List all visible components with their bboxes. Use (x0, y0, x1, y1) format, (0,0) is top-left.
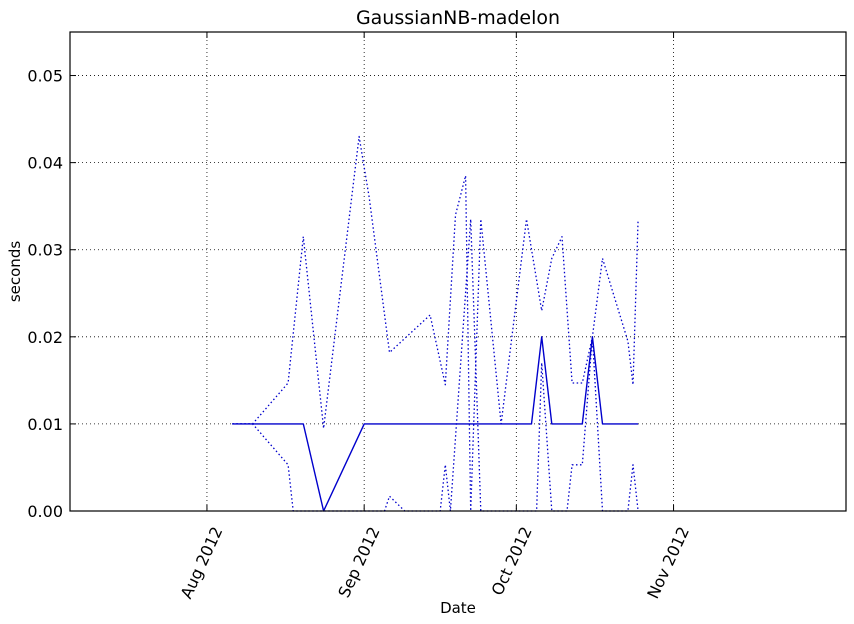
chart-title: GaussianNB-madelon (356, 7, 560, 29)
y-tick-label: 0.04 (27, 154, 63, 173)
plot-frame (69, 31, 847, 512)
y-tick-label: 0.03 (27, 241, 63, 260)
y-tick-label: 0.02 (27, 328, 63, 347)
y-tick-label: 0.05 (27, 67, 63, 86)
y-tick-label: 0.01 (27, 415, 63, 434)
series-line-mean (232, 336, 639, 512)
y-tick-label: 0.00 (27, 502, 63, 521)
y-axis-label: seconds (6, 241, 24, 302)
x-axis-label: Date (440, 599, 476, 617)
